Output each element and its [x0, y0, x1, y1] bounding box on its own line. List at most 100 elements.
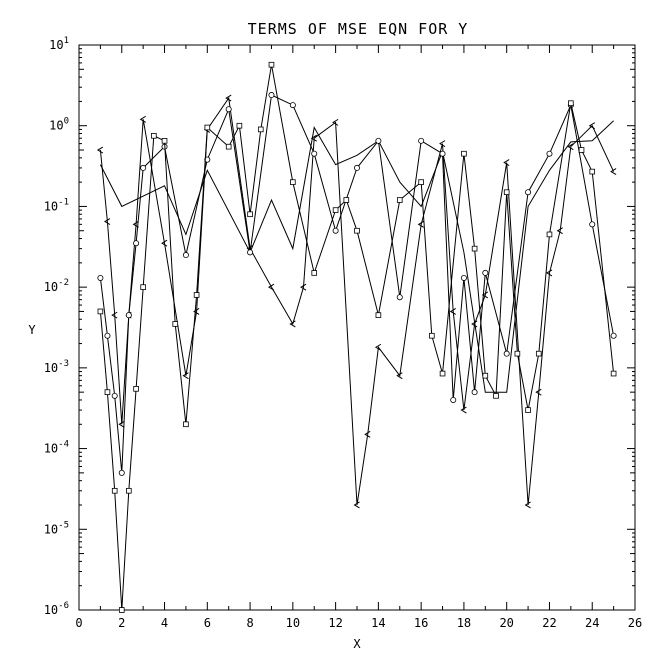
x-tick-label: 2: [118, 616, 125, 630]
data-point-s3: [396, 294, 403, 301]
x-tick-label: 0: [75, 616, 82, 630]
data-point-s3: [133, 240, 140, 247]
data-point-s3: [97, 274, 104, 281]
data-point-s3: [525, 189, 532, 196]
y-tick-exponent: -4: [58, 440, 69, 450]
y-tick-exponent: -5: [58, 520, 69, 530]
data-point-s3: [268, 92, 275, 99]
y-tick-base: 10: [44, 361, 58, 375]
data-point-s4: [525, 407, 531, 413]
data-point-s4: [471, 245, 478, 252]
data-point-s4: [578, 147, 585, 153]
x-tick-label: 10: [286, 616, 300, 630]
data-point-s4: [535, 350, 542, 357]
data-point-s4: [97, 308, 104, 315]
data-point-s3: [311, 150, 318, 157]
x-tick-label: 24: [585, 616, 599, 630]
data-point-s3: [503, 350, 510, 357]
y-tick-base: 10: [49, 38, 63, 52]
data-point-s4: [354, 227, 360, 234]
y-tick-exponent: 0: [64, 117, 69, 127]
y-tick-base: 10: [44, 442, 58, 456]
data-point-s3: [482, 269, 489, 276]
data-point-s2: [417, 220, 424, 228]
data-point-s4: [204, 124, 211, 131]
data-point-s2: [139, 115, 146, 123]
series-layer: [96, 61, 617, 613]
chart-title: TERMS OF MSE EQN FOR Y: [248, 20, 469, 38]
data-point-s4: [133, 386, 139, 392]
y-tick-label: 10-3: [44, 359, 69, 375]
data-point-s3: [125, 312, 132, 319]
x-tick-label: 18: [457, 616, 471, 630]
data-point-s4: [546, 231, 553, 238]
data-point-s3: [546, 150, 553, 157]
data-point-s2: [103, 218, 111, 225]
data-point-s4: [439, 370, 446, 377]
data-point-s2: [471, 320, 478, 328]
data-point-s4: [290, 179, 296, 185]
data-point-s2: [460, 406, 467, 414]
y-tick-base: 10: [44, 199, 58, 213]
data-point-s2: [556, 227, 563, 235]
data-point-s2: [161, 239, 168, 247]
data-point-s3: [353, 164, 360, 171]
data-point-s2: [132, 220, 139, 228]
data-point-s3: [460, 274, 467, 281]
data-point-s4: [126, 487, 132, 494]
data-point-s2: [439, 140, 446, 148]
y-tick-exponent: -2: [58, 278, 69, 288]
data-point-s4: [183, 421, 189, 428]
data-point-s3: [118, 469, 125, 476]
data-point-s4: [610, 370, 617, 377]
data-point-s4: [482, 372, 489, 379]
data-point-s2: [545, 269, 553, 277]
y-tick-label: 101: [49, 36, 69, 52]
data-point-s2: [96, 146, 104, 154]
data-point-s3: [289, 102, 296, 109]
data-point-s2: [449, 308, 456, 315]
x-tick-label: 22: [542, 616, 556, 630]
x-axis-label: X: [353, 637, 361, 651]
data-point-s2: [300, 283, 307, 291]
data-point-s4: [589, 168, 596, 175]
x-axis: 0 2 4 6 8 10 12 14 16 18 20 22 24 26: [75, 45, 642, 630]
data-point-s4: [193, 292, 200, 298]
series-line-4: [99, 64, 615, 611]
data-point-s2: [481, 291, 489, 299]
data-point-s3: [204, 156, 211, 163]
y-tick-base: 10: [49, 119, 63, 133]
data-point-s4: [429, 332, 435, 339]
data-point-s4: [568, 100, 574, 107]
data-point-s2: [225, 94, 232, 102]
data-point-s4: [375, 312, 382, 318]
data-point-s2: [535, 388, 542, 396]
data-point-s4: [161, 138, 168, 144]
data-point-s4: [311, 270, 318, 276]
y-tick-label: 10-4: [44, 440, 69, 456]
data-point-s3: [225, 106, 232, 113]
data-point-s2: [118, 420, 125, 428]
y-tick-exponent: -6: [58, 601, 69, 611]
data-point-s4: [104, 389, 111, 395]
data-point-s3: [418, 137, 425, 144]
data-point-s4: [151, 132, 157, 139]
data-point-s4: [118, 607, 125, 613]
data-point-s2: [588, 122, 595, 130]
data-point-s4: [236, 122, 243, 129]
y-tick-base: 10: [44, 603, 58, 617]
y-tick-label: 10-5: [44, 520, 69, 536]
data-point-s4: [332, 207, 339, 213]
data-point-s2: [310, 134, 317, 142]
data-point-s3: [471, 389, 478, 396]
data-point-s2: [267, 283, 275, 291]
data-point-s2: [374, 343, 382, 351]
data-point-s2: [396, 372, 403, 380]
x-tick-label: 20: [499, 616, 513, 630]
data-point-s3: [182, 252, 189, 259]
data-point-s2: [524, 501, 531, 509]
data-point-s4: [514, 350, 521, 357]
data-point-s2: [364, 430, 371, 438]
